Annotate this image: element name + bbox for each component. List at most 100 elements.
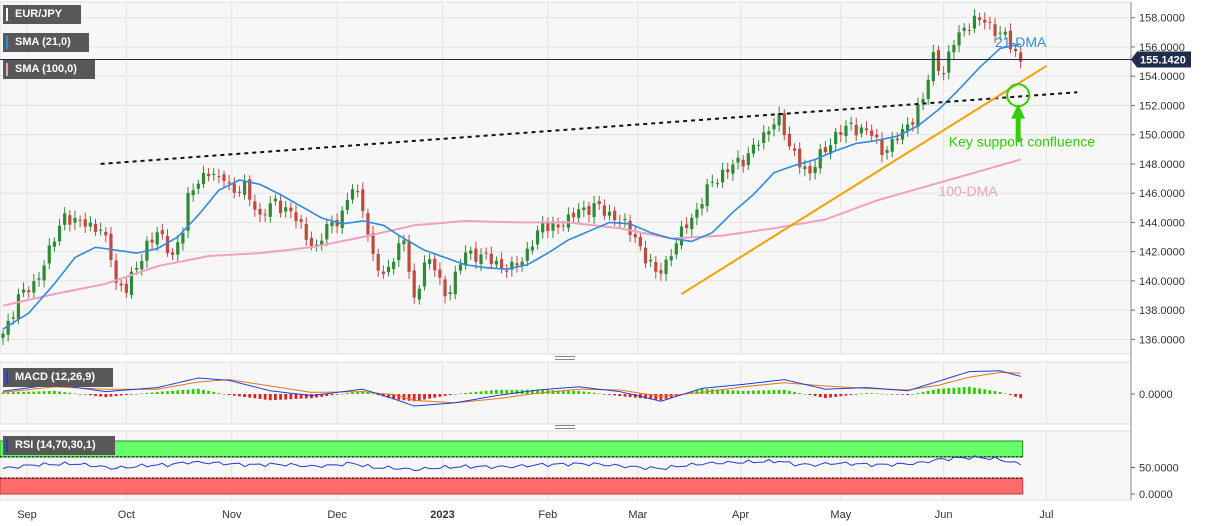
rsi-line [2, 455, 1021, 472]
macd-histogram-bar [973, 387, 976, 394]
macd-histogram-bar [351, 392, 354, 394]
last-price-tag [1131, 51, 1191, 68]
candle-body [464, 252, 468, 265]
support-annotation: Key support confluence [949, 133, 1096, 149]
macd-histogram-bar [762, 390, 766, 394]
rsi-label-stripe [6, 439, 8, 452]
macd-histogram-bar [752, 390, 755, 394]
macd-histogram-bar [952, 387, 956, 394]
macd-histogram-bar [155, 391, 159, 394]
macd-histogram-bar [459, 393, 462, 395]
sma21-label[interactable]: SMA (21,0) [3, 33, 89, 52]
candle-body [998, 32, 1002, 34]
macd-histogram-bar [587, 392, 591, 394]
candle-body [330, 222, 334, 227]
macd-histogram-bar [531, 389, 534, 394]
candle-body [42, 265, 46, 281]
macd-histogram-bar [741, 390, 745, 394]
candle-body [566, 214, 570, 228]
candle-body [428, 259, 432, 264]
macd-histogram-bar [428, 394, 432, 399]
candle-body [386, 266, 391, 273]
macd-histogram-bar [94, 394, 97, 396]
candle-body [443, 279, 447, 297]
macd-histogram-bar [700, 388, 704, 394]
candle-body [854, 124, 858, 136]
macd-histogram-bar [83, 394, 87, 395]
macd-histogram-bar [68, 392, 72, 394]
macd-histogram-bar [859, 393, 863, 395]
macd-histogram-bar [212, 391, 216, 394]
candle-body [284, 207, 288, 212]
macd-histogram-bar [1009, 394, 1012, 396]
candle-body [273, 198, 278, 202]
macd-histogram-bar [834, 394, 838, 397]
macd-histogram-bar [330, 394, 334, 396]
macd-histogram-bar [618, 394, 622, 397]
candle-body [21, 289, 26, 293]
candle-body [433, 258, 437, 271]
macd-histogram-bar [813, 394, 817, 397]
candle-body [849, 122, 853, 124]
macd-tick-label: 0.0000 [1139, 389, 1173, 401]
candle-body [16, 294, 21, 320]
dma21-annotation: 21-DMA [995, 34, 1047, 50]
macd-histogram-bar [361, 390, 365, 394]
candle-body [659, 270, 663, 274]
macd-histogram-bar [510, 389, 514, 394]
candle-body [993, 24, 997, 36]
candle-body [68, 215, 72, 225]
rsi-label[interactable]: RSI (14,70,30,1) [3, 436, 115, 455]
candle-body [787, 133, 792, 147]
sma100-label[interactable]: SMA (100,0) [3, 60, 95, 79]
candle-body [947, 51, 951, 73]
candle-body [381, 271, 385, 275]
candle-body [289, 207, 293, 212]
macd-histogram-bar [171, 390, 175, 394]
candle-body [952, 45, 956, 53]
macd-histogram-bar [690, 391, 694, 394]
macd-histogram-bar [238, 394, 241, 397]
symbol-label[interactable]: EUR/JPY [3, 5, 81, 24]
candle-body [392, 261, 396, 270]
macd-histogram-bar [289, 394, 293, 400]
macd-histogram-bar [407, 394, 411, 401]
candle-body [654, 261, 658, 272]
candle-body [818, 149, 822, 169]
candle-body [407, 240, 411, 272]
macd-label[interactable]: MACD (12,26,9) [3, 368, 113, 387]
macd-histogram-bar [109, 394, 113, 397]
candle-body [150, 239, 154, 243]
candle-body [438, 269, 442, 278]
macd-histogram-bar [284, 394, 288, 400]
candle-body [839, 132, 843, 135]
candle-body [546, 222, 550, 231]
candle-body [777, 113, 781, 126]
macd-histogram-bar [906, 394, 910, 396]
candle-body [489, 253, 493, 265]
candle-body [196, 183, 200, 189]
symbol-label-text: EUR/JPY [15, 8, 63, 20]
macd-histogram-bar [304, 394, 308, 399]
macd-histogram-bar [99, 394, 103, 397]
macd-histogram-bar [962, 387, 966, 394]
rsi-tick-label: 50.0000 [1139, 463, 1179, 475]
macd-histogram-bar [186, 389, 190, 394]
candle-body [258, 208, 262, 215]
rsi-label-text: RSI (14,70,30,1) [15, 439, 96, 451]
candle-body [664, 259, 668, 275]
candle-body [772, 124, 776, 130]
candle-body [1019, 52, 1023, 62]
candle-body [1008, 30, 1013, 50]
macd-histogram-bar [515, 389, 519, 394]
macd-histogram-bar [757, 390, 760, 394]
macd-histogram-bar [387, 394, 390, 398]
macd-histogram-bar [777, 389, 781, 394]
rsi-overbought-zone [0, 440, 1024, 458]
macd-histogram-bar [222, 394, 226, 395]
candle-body [741, 159, 745, 167]
macd-histogram-bar [53, 390, 56, 394]
macd-histogram-bar [721, 389, 724, 394]
candle-body [6, 320, 10, 335]
candle-body [674, 243, 678, 255]
